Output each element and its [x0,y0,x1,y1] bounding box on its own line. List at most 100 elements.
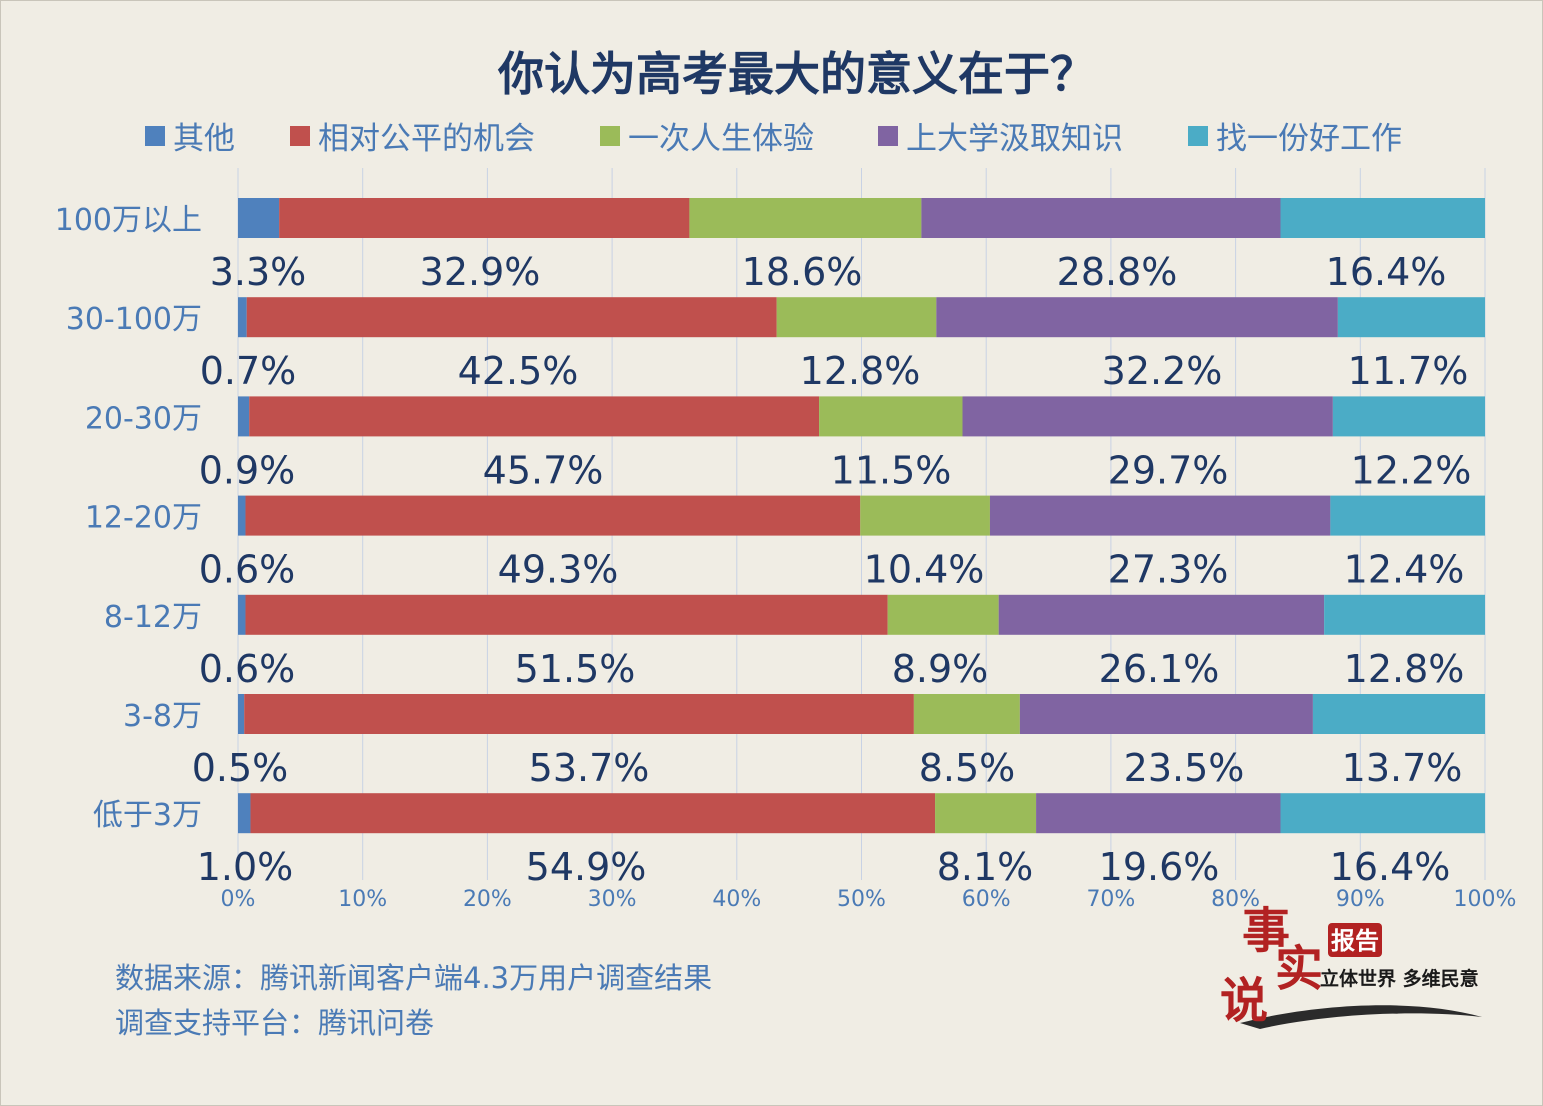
value-label: 49.3% [498,548,619,592]
bar-segment [998,594,1325,635]
bar-segment [1019,694,1313,734]
value-label: 8.1% [937,845,1034,889]
legend-swatch-2 [290,126,310,146]
value-label: 45.7% [483,448,604,492]
value-label: 12.8% [1344,647,1465,691]
legend-swatch-1 [145,126,165,146]
bar-segment [1324,594,1485,635]
value-label: 12.2% [1351,448,1472,492]
value-label: 26.1% [1099,647,1220,691]
bar-segment [962,396,1333,437]
legend-label-2: 相对公平的机会 [318,121,535,157]
bar-segment [860,495,990,536]
bar-segment [238,198,280,238]
bar-segment [887,594,999,635]
bar-segment [238,594,246,635]
legend-label-4: 上大学汲取知识 [906,121,1123,157]
bar-segment [1330,495,1485,536]
brand-char-3: 说 [1220,973,1268,1029]
value-label: 3.3% [210,250,307,294]
bar-segment [238,396,250,437]
bar-segment [776,297,937,338]
bar-segment [238,495,246,536]
brand-badge-text: 报告 [1331,927,1379,955]
value-label: 8.9% [892,647,989,691]
value-label: 16.4% [1326,250,1447,294]
x-tick-label: 80% [1211,887,1260,912]
legend-swatch-3 [600,126,620,146]
brand-char-1: 事 [1242,905,1290,959]
bar-segment [1332,396,1485,437]
value-label: 10.4% [864,548,985,592]
value-label: 0.5% [192,746,289,790]
legend-label-1: 其他 [173,121,235,157]
bar-segment [245,594,888,635]
bar-segment [245,495,861,536]
category-label: 8-12万 [104,600,202,635]
brand-slogan: 立体世界 多维民意 [1320,967,1479,990]
value-label: 11.7% [1348,349,1469,393]
value-label: 54.9% [526,845,647,889]
category-label: 12-20万 [85,501,202,536]
value-label: 0.7% [200,349,297,393]
bar-segment [936,297,1338,338]
x-tick-label: 50% [837,887,886,912]
x-tick-label: 30% [588,887,637,912]
survey-platform-note: 调查支持平台：腾讯问卷 [115,1006,435,1040]
x-tick-label: 70% [1086,887,1135,912]
bar-segment [279,198,690,238]
x-tick-label: 100% [1454,887,1517,912]
value-label: 12.4% [1344,548,1465,592]
bar-segment [238,297,247,338]
legend-label-5: 找一份好工作 [1216,121,1402,157]
brand-badge [1328,923,1382,957]
value-label: 42.5% [458,349,579,393]
chart-title: 你认为高考最大的意义在于？ [497,47,1096,101]
value-label: 1.0% [197,845,294,889]
bar-segment [1036,793,1281,834]
value-label: 0.6% [199,548,296,592]
value-label: 32.2% [1102,349,1223,393]
x-tick-label: 90% [1336,887,1385,912]
bar-segment [244,694,914,734]
category-label: 低于3万 [93,798,202,833]
x-tick-label: 60% [962,887,1011,912]
value-label: 12.8% [800,349,921,393]
data-source-note: 数据来源：腾讯新闻客户端4.3万用户调查结果 [115,961,713,995]
legend-swatch-4 [878,126,898,146]
x-tick-label: 0% [221,887,256,912]
bar-segment [913,694,1020,734]
value-label: 0.9% [199,448,296,492]
bar-segment [1280,198,1485,238]
bar-segment [238,694,245,734]
bar-segment [238,793,251,834]
value-label: 53.7% [529,746,650,790]
legend-swatch-5 [1188,126,1208,146]
bar-segment [1337,297,1485,338]
bar-segment [249,396,820,437]
value-label: 27.3% [1108,548,1229,592]
value-label: 28.8% [1057,250,1178,294]
bar-segment [246,297,777,338]
value-label: 32.9% [420,250,541,294]
bar-segment [819,396,963,437]
bar-segment [1280,793,1485,834]
bar-segment [989,495,1331,536]
bar-segment [1312,694,1485,734]
brush-stroke-icon [1240,1005,1482,1029]
value-label: 23.5% [1124,746,1245,790]
bar-segment [921,198,1281,238]
value-label: 51.5% [515,647,636,691]
category-label: 20-30万 [85,401,202,436]
value-label: 29.7% [1108,448,1229,492]
bar-segment [935,793,1037,834]
value-label: 0.6% [199,647,296,691]
value-label: 13.7% [1342,746,1463,790]
category-label: 100万以上 [55,203,202,238]
value-label: 11.5% [831,448,952,492]
x-tick-label: 40% [712,887,761,912]
category-label: 3-8万 [123,699,202,734]
bar-segment [689,198,922,238]
category-label: 30-100万 [66,302,202,337]
